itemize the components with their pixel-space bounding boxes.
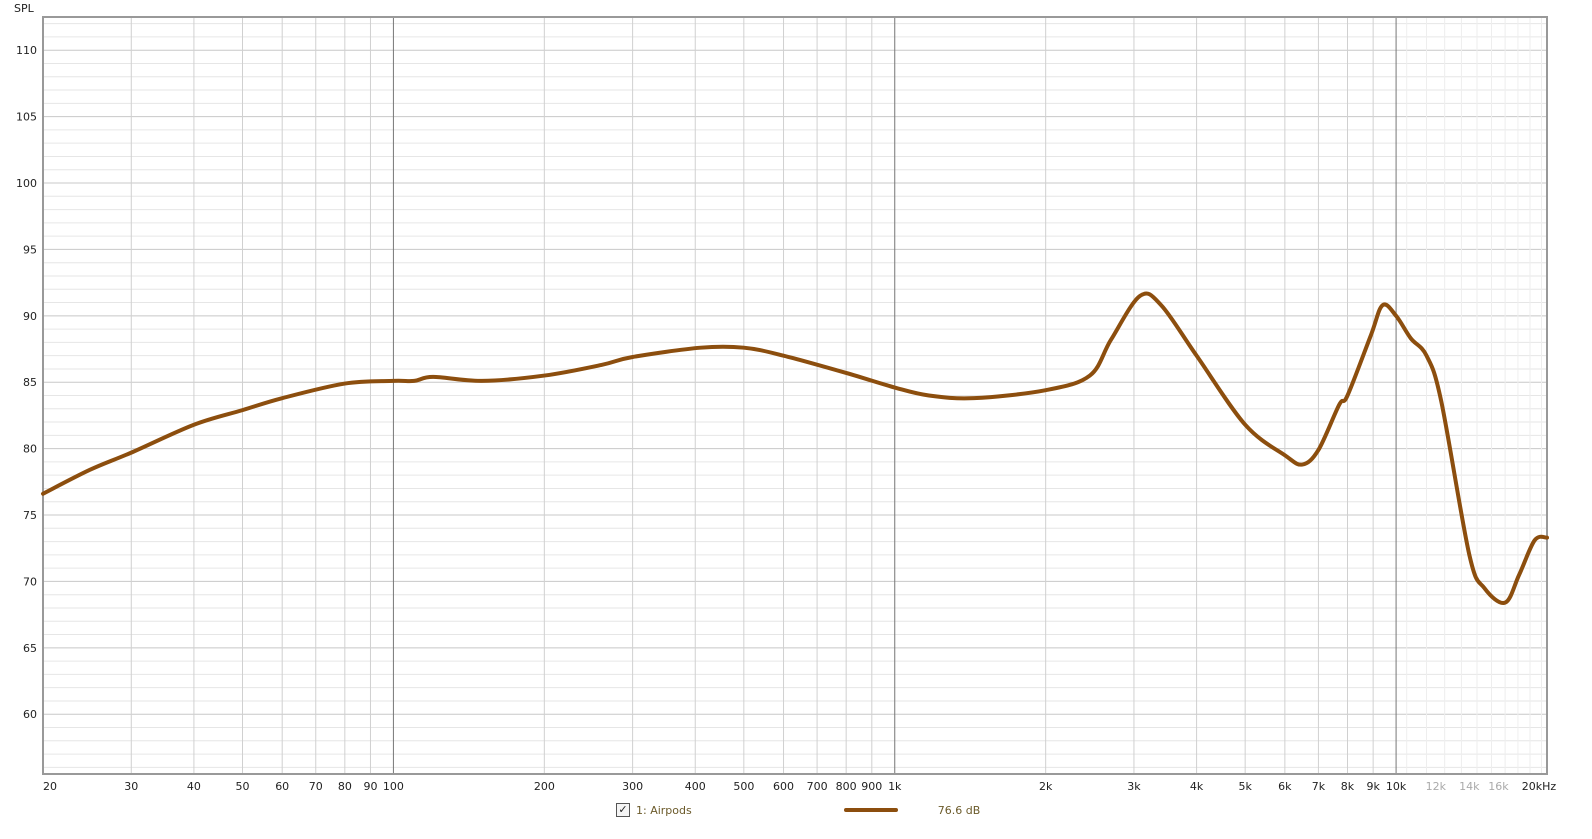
x-tick-label: 600: [773, 780, 794, 793]
x-tick-label: 800: [836, 780, 857, 793]
x-tick-label: 700: [807, 780, 828, 793]
x-tick-label: 90: [363, 780, 377, 793]
y-tick-label: 65: [23, 642, 37, 655]
plot-frame: [42, 16, 1548, 775]
y-tick-label: 75: [23, 509, 37, 522]
series-line-airpods: [41, 291, 1549, 605]
x-tick-label: 16k: [1488, 780, 1509, 793]
x-tick-label: 70: [309, 780, 323, 793]
x-tick-label: 400: [685, 780, 706, 793]
x-tick-label: 12k: [1426, 780, 1447, 793]
x-tick-label: 300: [622, 780, 643, 793]
x-tick-label: 6k: [1278, 780, 1292, 793]
x-tick-label: 60: [275, 780, 289, 793]
y-tick-label: 100: [16, 177, 37, 190]
x-tick-label: 3k: [1127, 780, 1141, 793]
x-tick-label: 4k: [1190, 780, 1204, 793]
x-tick-label: 9k: [1366, 780, 1380, 793]
y-axis-label: SPL: [14, 2, 35, 15]
x-tick-label: 8k: [1341, 780, 1355, 793]
x-tick-label: 5k: [1238, 780, 1252, 793]
y-tick-label: 90: [23, 310, 37, 323]
x-tick-label: 200: [534, 780, 555, 793]
x-tick-label: 50: [236, 780, 250, 793]
x-tick-label: 500: [733, 780, 754, 793]
legend-value: 76.6 dB: [937, 803, 981, 817]
x-tick-label: 20kHz: [1522, 780, 1557, 793]
series-checkbox[interactable]: ✓: [616, 803, 630, 817]
y-tick-label: 110: [16, 44, 37, 57]
x-tick-label: 1k: [888, 780, 902, 793]
legend-line-swatch: [843, 808, 898, 812]
x-tick-label: 80: [338, 780, 352, 793]
x-tick-label: 10k: [1386, 780, 1407, 793]
y-tick-label: 60: [23, 708, 37, 721]
y-tick-label: 70: [23, 575, 37, 588]
x-tick-label: 40: [187, 780, 201, 793]
x-tick-label: 14k: [1459, 780, 1480, 793]
x-tick-label: 900: [861, 780, 882, 793]
x-tick-label: 20: [43, 780, 57, 793]
x-tick-label: 30: [124, 780, 138, 793]
legend: ✓ 1: Airpods 76.6 dB: [616, 803, 980, 817]
grid: [42, 17, 1548, 774]
x-tick-label: 100: [383, 780, 404, 793]
y-tick-label: 85: [23, 376, 37, 389]
legend-label: 1: Airpods: [636, 803, 692, 817]
y-tick-label: 80: [23, 443, 37, 456]
x-tick-label: 7k: [1312, 780, 1326, 793]
y-tick-label: 105: [16, 111, 37, 124]
y-tick-label: 95: [23, 243, 37, 256]
x-tick-label: 2k: [1039, 780, 1053, 793]
